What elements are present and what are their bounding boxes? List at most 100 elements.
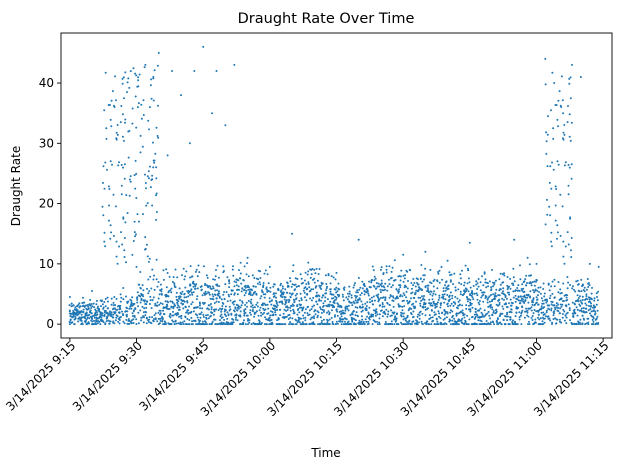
scatter-point	[461, 269, 463, 272]
scatter-point	[387, 310, 390, 313]
scatter-point	[342, 318, 345, 321]
scatter-point	[345, 296, 348, 299]
scatter-point	[455, 314, 458, 317]
scatter-point	[552, 137, 555, 140]
scatter-point	[172, 314, 175, 317]
scatter-point	[118, 312, 121, 314]
scatter-point	[587, 323, 590, 326]
scatter-point	[354, 299, 357, 302]
scatter-point	[124, 221, 127, 224]
scatter-point	[494, 279, 497, 282]
scatter-point	[418, 314, 421, 317]
scatter-point	[102, 321, 105, 323]
scatter-point	[429, 304, 432, 307]
scatter-point	[424, 302, 427, 305]
scatter-point	[180, 323, 183, 326]
scatter-point	[329, 300, 332, 303]
scatter-point	[156, 135, 159, 137]
scatter-point	[159, 317, 162, 320]
scatter-point	[437, 310, 440, 313]
scatter-point	[211, 285, 214, 288]
scatter-point	[595, 292, 598, 295]
scatter-point	[248, 286, 250, 289]
scatter-point	[449, 311, 452, 314]
scatter-point	[94, 321, 97, 324]
scatter-point	[464, 264, 467, 267]
scatter-point	[406, 270, 409, 273]
scatter-point	[506, 315, 509, 318]
scatter-point	[435, 305, 438, 308]
scatter-point	[340, 323, 343, 326]
scatter-point	[498, 303, 501, 306]
scatter-point	[491, 268, 493, 271]
scatter-point	[135, 323, 138, 325]
scatter-point	[121, 113, 124, 116]
scatter-point	[442, 297, 445, 300]
scatter-point	[205, 292, 208, 295]
scatter-point	[344, 307, 347, 310]
scatter-point	[247, 284, 249, 287]
scatter-point	[295, 319, 298, 322]
scatter-point	[209, 285, 212, 288]
scatter-point	[140, 103, 143, 106]
scatter-point	[145, 316, 148, 319]
scatter-point	[271, 311, 274, 313]
scatter-point	[386, 285, 389, 288]
scatter-point	[133, 302, 136, 305]
scatter-point	[144, 314, 147, 317]
scatter-point	[132, 240, 135, 242]
scatter-point	[109, 160, 112, 163]
scatter-point	[118, 319, 121, 321]
scatter-point	[175, 314, 178, 317]
scatter-point	[350, 323, 352, 326]
scatter-point	[547, 315, 550, 318]
scatter-point	[568, 135, 571, 138]
scatter-point	[521, 305, 524, 308]
scatter-point	[291, 292, 294, 295]
scatter-point	[104, 71, 107, 74]
scatter-point	[411, 323, 413, 326]
scatter-point	[193, 70, 196, 72]
scatter-point	[138, 73, 141, 76]
scatter-point	[260, 295, 263, 298]
scatter-point	[80, 310, 83, 313]
scatter-point	[560, 292, 563, 294]
scatter-point	[121, 77, 124, 80]
scatter-point	[581, 302, 584, 305]
scatter-point	[240, 304, 243, 307]
scatter-point	[100, 305, 102, 308]
scatter-point	[304, 316, 307, 319]
scatter-point	[586, 298, 589, 301]
scatter-point	[553, 278, 556, 281]
scatter-point	[294, 294, 297, 297]
scatter-point	[575, 280, 578, 283]
scatter-point	[367, 320, 370, 323]
scatter-point	[121, 243, 124, 246]
scatter-point	[286, 291, 289, 294]
scatter-point	[194, 287, 197, 290]
scatter-point	[556, 160, 559, 163]
x-tick-label: 3/14/2025 9:45	[137, 339, 212, 414]
scatter-point	[400, 269, 403, 272]
scatter-point	[185, 296, 188, 299]
scatter-point	[498, 301, 501, 304]
scatter-point	[85, 311, 88, 314]
scatter-point	[183, 293, 186, 296]
scatter-point	[212, 298, 215, 301]
scatter-point	[115, 131, 118, 134]
scatter-point	[172, 320, 175, 323]
scatter-point	[187, 295, 190, 298]
scatter-point	[580, 309, 583, 312]
scatter-point	[340, 315, 343, 318]
scatter-point	[482, 291, 485, 294]
scatter-point	[287, 318, 290, 320]
scatter-point	[560, 305, 563, 308]
scatter-point	[334, 295, 337, 298]
scatter-point	[364, 318, 367, 321]
scatter-point	[139, 309, 142, 312]
y-tick-label: 20	[39, 197, 54, 211]
scatter-point	[363, 323, 366, 326]
scatter-point	[514, 315, 517, 318]
scatter-point	[80, 313, 83, 316]
scatter-point	[119, 300, 122, 303]
